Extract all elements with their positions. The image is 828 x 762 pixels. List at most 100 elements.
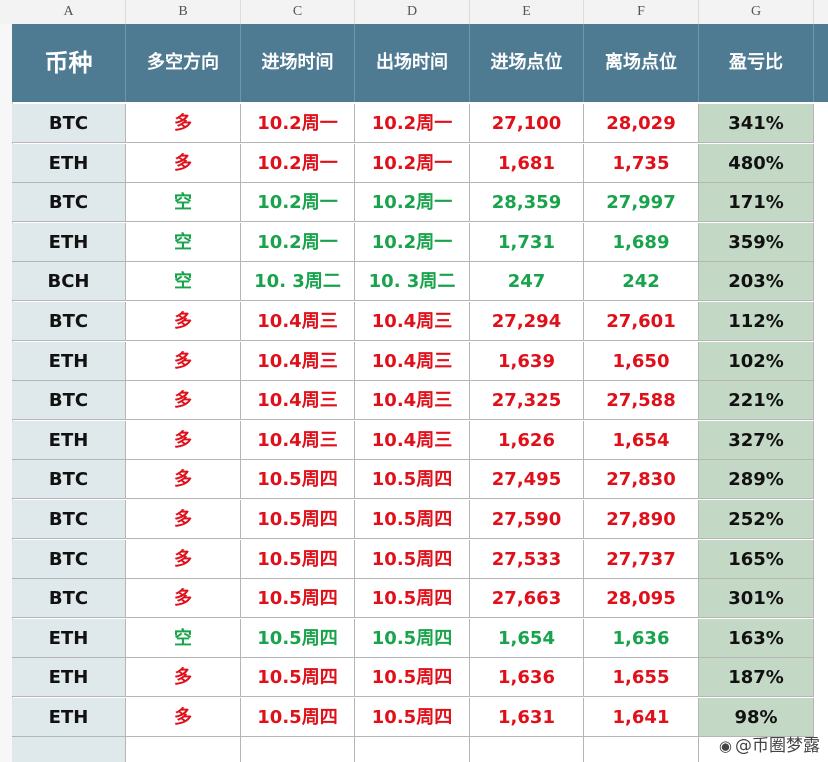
coin-cell[interactable]: ETH [12,143,126,183]
direction-cell[interactable]: 多 [126,341,241,381]
entry-price-cell[interactable]: 247 [470,262,584,302]
direction-cell[interactable]: 多 [126,539,241,579]
exit-price-cell[interactable]: 1,654 [584,420,699,460]
direction-cell[interactable]: 空 [126,183,241,223]
entry-time-cell[interactable]: 10.2周一 [241,104,355,143]
empty-cell[interactable] [584,737,699,762]
exit-price-cell[interactable]: 1,650 [584,341,699,381]
entry-price-cell[interactable]: 1,639 [470,341,584,381]
entry-time-cell[interactable]: 10.4周三 [241,420,355,460]
profit-ratio-cell[interactable]: 163% [699,618,814,658]
entry-time-cell[interactable]: 10.5周四 [241,698,355,737]
entry-price-cell[interactable]: 1,731 [470,222,584,262]
profit-ratio-cell[interactable]: 112% [699,302,814,341]
direction-cell[interactable]: 多 [126,658,241,698]
profit-ratio-cell[interactable]: 165% [699,539,814,579]
header-entry-time[interactable]: 进场时间 [241,24,355,102]
exit-price-cell[interactable]: 242 [584,262,699,302]
col-letter-b[interactable]: B [126,0,241,24]
profit-ratio-cell[interactable]: 187% [699,658,814,698]
entry-price-cell[interactable]: 27,663 [470,579,584,619]
entry-price-cell[interactable]: 1,626 [470,420,584,460]
profit-ratio-cell[interactable]: 203% [699,262,814,302]
direction-cell[interactable]: 多 [126,420,241,460]
coin-cell[interactable]: BTC [12,539,126,579]
entry-time-cell[interactable]: 10.2周一 [241,183,355,223]
exit-price-cell[interactable]: 1,641 [584,698,699,737]
coin-cell[interactable]: BTC [12,460,126,500]
entry-time-cell[interactable]: 10.4周三 [241,341,355,381]
exit-price-cell[interactable]: 27,890 [584,500,699,539]
entry-price-cell[interactable]: 1,631 [470,698,584,737]
entry-time-cell[interactable]: 10.5周四 [241,460,355,500]
profit-ratio-cell[interactable]: 252% [699,500,814,539]
header-exit-price[interactable]: 离场点位 [584,24,699,102]
profit-ratio-cell[interactable]: 327% [699,420,814,460]
entry-price-cell[interactable]: 27,294 [470,302,584,341]
col-letter-a[interactable]: A [12,0,126,24]
exit-time-cell[interactable]: 10.5周四 [355,500,470,539]
entry-price-cell[interactable]: 27,533 [470,539,584,579]
entry-price-cell[interactable]: 1,636 [470,658,584,698]
exit-time-cell[interactable]: 10.2周一 [355,104,470,143]
exit-time-cell[interactable]: 10.4周三 [355,341,470,381]
exit-time-cell[interactable]: 10.5周四 [355,698,470,737]
coin-cell[interactable]: BTC [12,579,126,619]
coin-cell[interactable]: ETH [12,698,126,737]
exit-price-cell[interactable]: 27,601 [584,302,699,341]
profit-ratio-cell[interactable]: 480% [699,143,814,183]
entry-price-cell[interactable]: 1,681 [470,143,584,183]
exit-price-cell[interactable]: 28,029 [584,104,699,143]
profit-ratio-cell[interactable]: 171% [699,183,814,223]
direction-cell[interactable]: 多 [126,500,241,539]
entry-time-cell[interactable]: 10.2周一 [241,143,355,183]
exit-time-cell[interactable]: 10. 3周二 [355,262,470,302]
exit-time-cell[interactable]: 10.4周三 [355,302,470,341]
exit-price-cell[interactable]: 1,636 [584,618,699,658]
col-letter-g[interactable]: G [699,0,814,24]
entry-time-cell[interactable]: 10.5周四 [241,579,355,619]
empty-cell[interactable] [126,737,241,762]
exit-price-cell[interactable]: 28,095 [584,579,699,619]
empty-cell[interactable] [241,737,355,762]
direction-cell[interactable]: 多 [126,104,241,143]
exit-price-cell[interactable]: 1,655 [584,658,699,698]
exit-price-cell[interactable]: 1,689 [584,222,699,262]
entry-time-cell[interactable]: 10. 3周二 [241,262,355,302]
entry-price-cell[interactable]: 27,495 [470,460,584,500]
coin-cell[interactable]: ETH [12,222,126,262]
entry-price-cell[interactable]: 27,100 [470,104,584,143]
profit-ratio-cell[interactable]: 221% [699,381,814,421]
entry-time-cell[interactable]: 10.4周三 [241,302,355,341]
header-profit-ratio[interactable]: 盈亏比 [699,24,814,102]
direction-cell[interactable]: 多 [126,302,241,341]
entry-time-cell[interactable]: 10.5周四 [241,618,355,658]
entry-time-cell[interactable]: 10.5周四 [241,539,355,579]
direction-cell[interactable]: 多 [126,579,241,619]
col-letter-d[interactable]: D [355,0,470,24]
direction-cell[interactable]: 多 [126,381,241,421]
entry-time-cell[interactable]: 10.4周三 [241,381,355,421]
exit-price-cell[interactable]: 27,737 [584,539,699,579]
header-exit-time[interactable]: 出场时间 [355,24,470,102]
exit-time-cell[interactable]: 10.5周四 [355,618,470,658]
coin-cell[interactable]: ETH [12,420,126,460]
empty-cell[interactable] [355,737,470,762]
direction-cell[interactable]: 多 [126,460,241,500]
exit-time-cell[interactable]: 10.2周一 [355,143,470,183]
coin-cell[interactable]: BTC [12,381,126,421]
exit-time-cell[interactable]: 10.4周三 [355,420,470,460]
exit-time-cell[interactable]: 10.4周三 [355,381,470,421]
coin-cell[interactable]: ETH [12,658,126,698]
entry-price-cell[interactable]: 27,325 [470,381,584,421]
entry-price-cell[interactable]: 28,359 [470,183,584,223]
direction-cell[interactable]: 多 [126,698,241,737]
entry-time-cell[interactable]: 10.5周四 [241,500,355,539]
profit-ratio-cell[interactable]: 289% [699,460,814,500]
exit-time-cell[interactable]: 10.2周一 [355,222,470,262]
exit-time-cell[interactable]: 10.5周四 [355,539,470,579]
entry-price-cell[interactable]: 27,590 [470,500,584,539]
coin-cell[interactable]: BTC [12,183,126,223]
entry-price-cell[interactable]: 1,654 [470,618,584,658]
exit-time-cell[interactable]: 10.5周四 [355,460,470,500]
